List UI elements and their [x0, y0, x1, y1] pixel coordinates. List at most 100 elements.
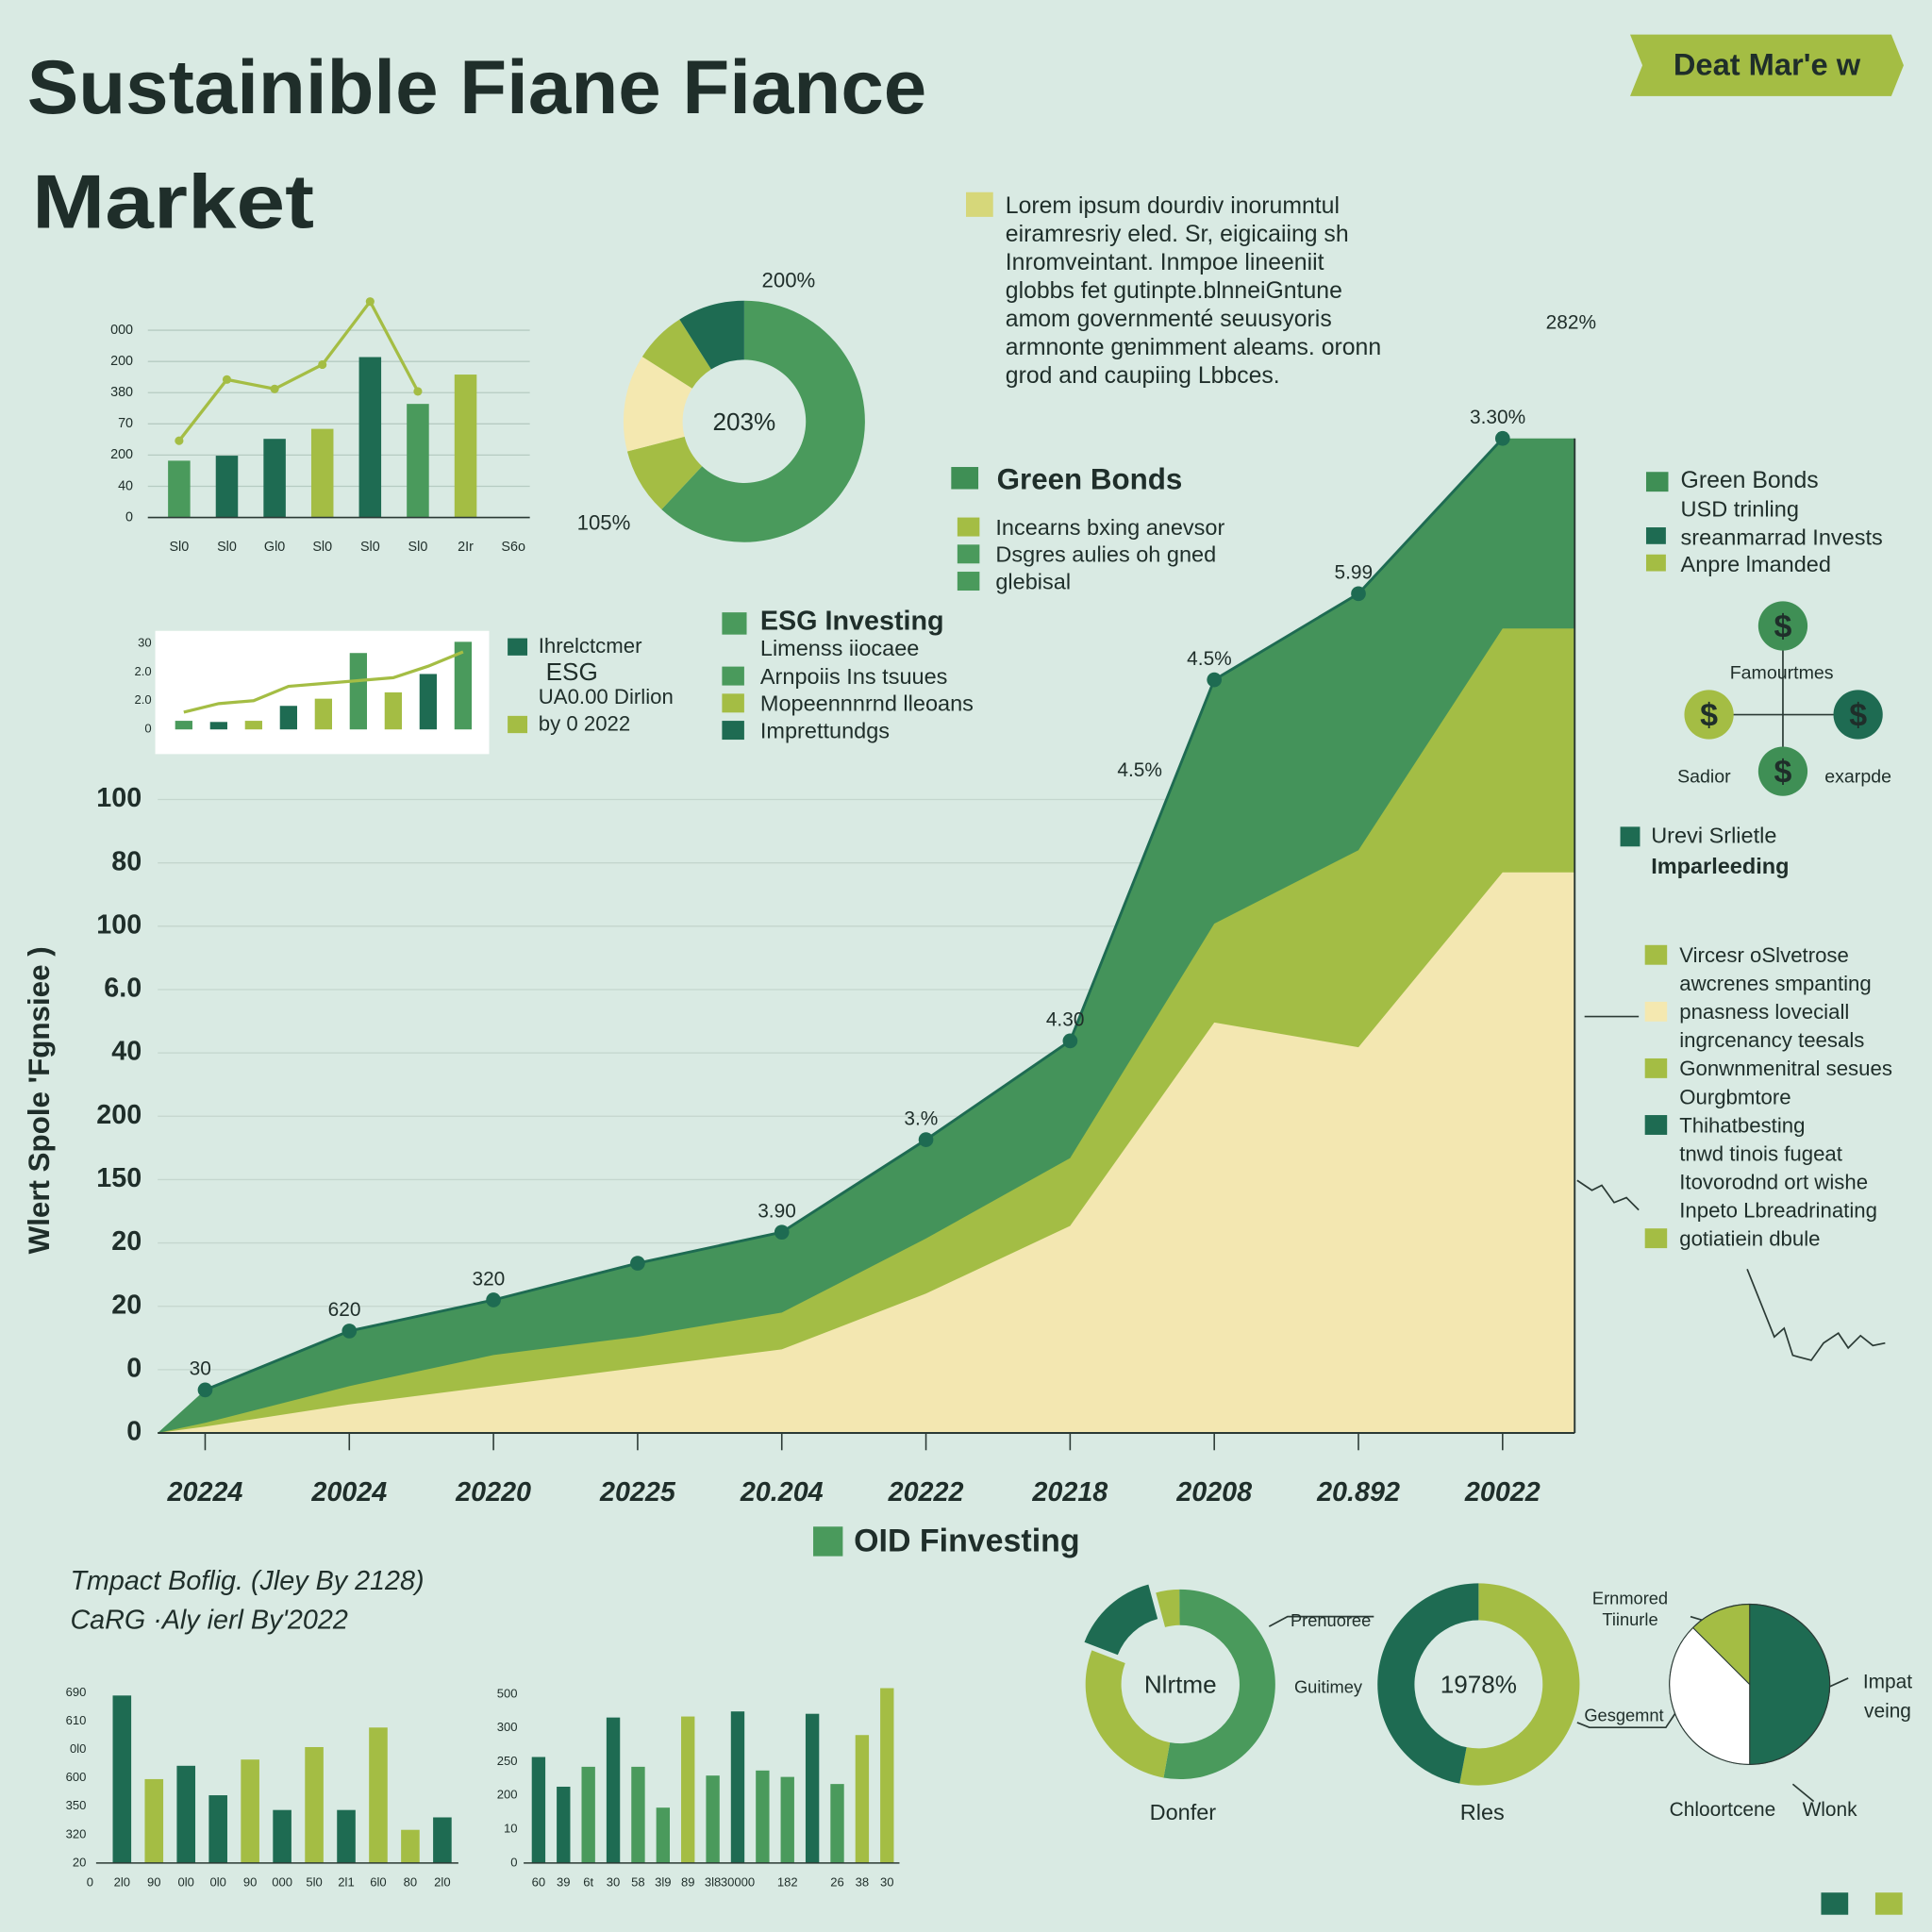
slice [1085, 1650, 1171, 1778]
bar [369, 1727, 388, 1863]
x-tick-label: 3l8 [705, 1875, 721, 1890]
x-tick-label: 0l0 [209, 1875, 225, 1890]
line [177, 298, 420, 442]
y-tick-label: 30 [138, 635, 152, 649]
legend-swatch [957, 544, 980, 564]
side-note: UA0.00 Dirlion [539, 685, 674, 708]
y-tick-label: 20 [111, 1290, 142, 1320]
area-marker [486, 1292, 501, 1307]
network-symbol: $ [1849, 697, 1867, 733]
y-tick-label: 320 [66, 1826, 87, 1840]
bar [305, 1746, 324, 1863]
section-title: Tmpact Boflig. (Jley By 2128) [70, 1566, 424, 1596]
x-tick-label: 2Ir [458, 540, 474, 555]
annotation: Prenuoree [1291, 1610, 1371, 1630]
annotation: 105% [577, 511, 631, 535]
legend-item: Arnpoiis Ins tsuues [760, 664, 948, 689]
annotation: Wlonk [1803, 1799, 1858, 1821]
legend-swatch [508, 715, 528, 734]
legend-item: glebisal [995, 569, 1071, 593]
x-tick-label: 20222 [888, 1477, 964, 1507]
x-tick-label: 80 [404, 1875, 418, 1890]
leader-line [1576, 1712, 1677, 1729]
legend-item: Imprettundgs [760, 718, 890, 742]
bar [780, 1776, 794, 1863]
note-swatch [1644, 1001, 1668, 1022]
bar [756, 1770, 770, 1863]
bar [433, 1817, 452, 1863]
button-label[interactable]: Deat Mar'e w [1674, 47, 1861, 82]
note-text: awcrenes smpanting [1679, 972, 1872, 995]
legend-swatch [508, 638, 528, 656]
bar [244, 721, 262, 730]
legend-swatch [966, 192, 993, 217]
annotation: Gesgemnt [1584, 1706, 1663, 1725]
line-marker [270, 384, 279, 393]
bar [880, 1688, 894, 1863]
y-tick-label: 10 [504, 1822, 518, 1836]
bar [401, 1829, 420, 1863]
x-tick-label: 5l0 [306, 1875, 322, 1890]
y-tick-label: 200 [110, 354, 133, 369]
x-tick-label: 6l0 [370, 1875, 386, 1890]
line-marker [175, 436, 184, 445]
side-note: by 0 2022 [539, 712, 630, 736]
y-tick-label: 0 [125, 509, 133, 525]
y-tick-label: 200 [497, 1788, 518, 1802]
y-tick-label: 690 [66, 1685, 87, 1699]
line [183, 650, 464, 714]
squiggle [1746, 1268, 1886, 1361]
x-tick-label: 90 [243, 1875, 258, 1890]
note-text: gotiatiein dbule [1679, 1226, 1820, 1250]
legend-title: Green Bonds [1681, 468, 1819, 493]
annotation: Tiinurle [1602, 1609, 1657, 1629]
bar [531, 1757, 546, 1863]
x-tick-label: 0l0 [178, 1875, 194, 1890]
slice [623, 357, 692, 452]
x-tick-label: 58 [631, 1875, 645, 1890]
bar [358, 357, 382, 518]
x-tick-label: 39 [557, 1875, 571, 1890]
bar [209, 722, 227, 730]
slice [1084, 1584, 1158, 1656]
y-tick-label: 20 [111, 1226, 142, 1257]
chart-label: Rles [1460, 1800, 1505, 1824]
legend-item: Anpre lmanded [1681, 552, 1831, 576]
bar [310, 428, 334, 518]
legend-subtitle: Limenss iiocaee [760, 636, 920, 660]
y-tick-label: 0 [144, 722, 151, 736]
annotation: Guitimey [1294, 1677, 1363, 1697]
value-label: 4.5% [1187, 648, 1232, 670]
x-tick-label: 182 [777, 1875, 798, 1890]
y-tick-label: 40 [118, 478, 133, 493]
area-marker [774, 1224, 790, 1240]
legend-swatch [722, 612, 747, 635]
slice [1377, 1583, 1479, 1784]
legend-swatch [1874, 1892, 1903, 1915]
intro-text: armnonte gɐnimment aleams. oronn [1006, 335, 1381, 360]
note-text: Itovorodnd ort wishe [1679, 1170, 1868, 1193]
y-tick-label: 80 [111, 846, 142, 876]
value-label: 5.99 [1334, 562, 1373, 584]
network-symbol: $ [1700, 697, 1718, 733]
value-label: 3.30% [1470, 407, 1525, 428]
x-tick-label: 2l0 [114, 1875, 130, 1890]
leader-line [1791, 1783, 1815, 1803]
y-tick-label: 250 [497, 1754, 518, 1768]
center-label: Nlrtme [1144, 1671, 1217, 1699]
value-label: 4.30 [1046, 1009, 1085, 1031]
x-tick-label: 0 [87, 1875, 93, 1890]
area-outline [204, 437, 1504, 1391]
note-swatch [1644, 1058, 1668, 1078]
slice [1669, 1626, 1751, 1765]
bar [581, 1766, 595, 1863]
main-legend: OID Finvesting [854, 1523, 1079, 1558]
legend-swatch [1645, 554, 1666, 572]
bar [175, 721, 192, 730]
button-shape[interactable] [1630, 34, 1904, 96]
y-tick-label: 2.0 [135, 692, 152, 707]
y-tick-label: 300 [497, 1720, 518, 1734]
y-tick-label: 6.0 [104, 974, 142, 1004]
y-tick-label: 600 [66, 1770, 87, 1784]
